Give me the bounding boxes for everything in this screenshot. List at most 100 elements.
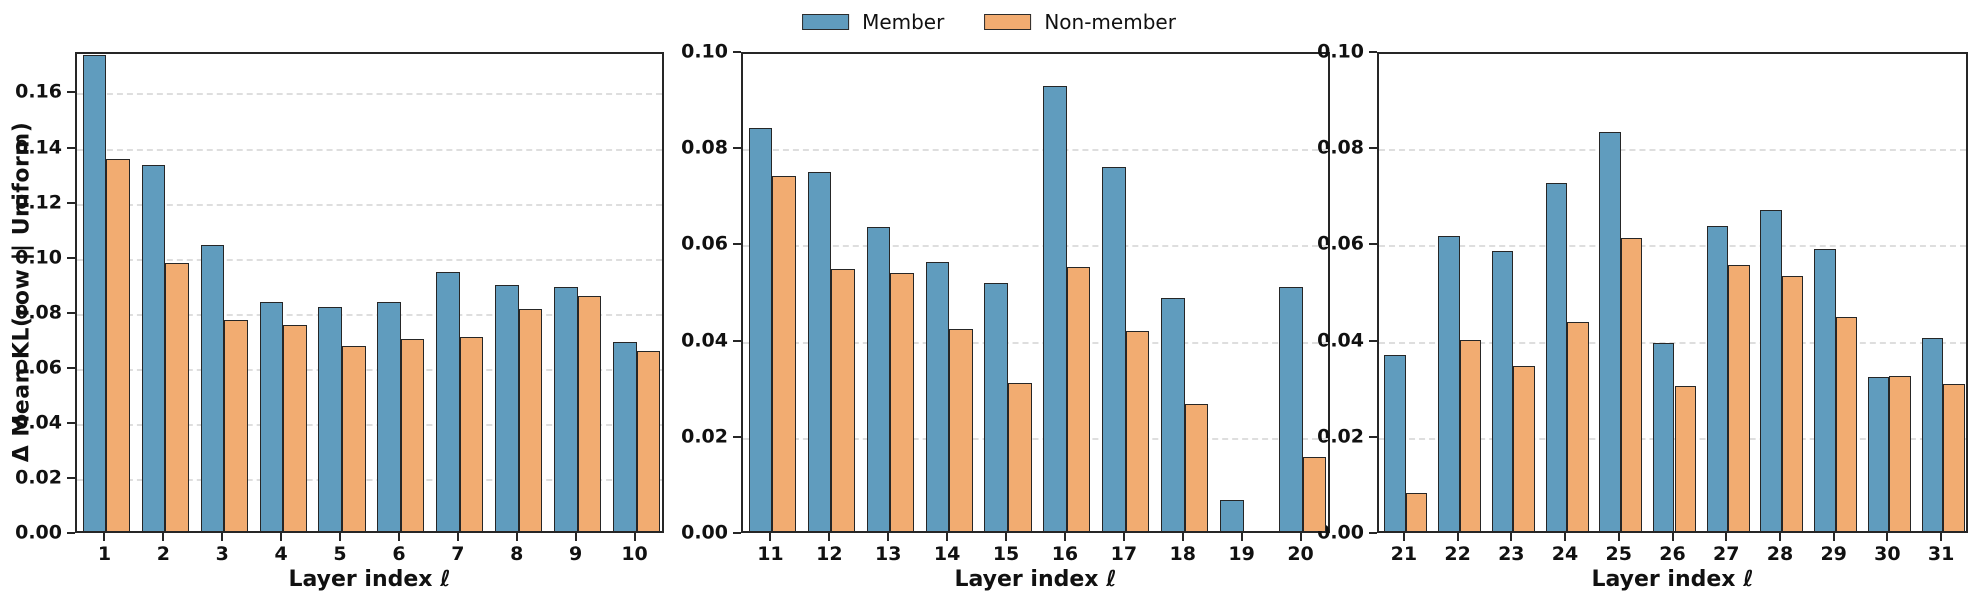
x-tick-label: 13: [875, 543, 902, 565]
bar-member-layer-9: [554, 287, 578, 531]
bar-non-member-layer-17: [1125, 331, 1150, 531]
bar-non-member-layer-20: [1302, 457, 1327, 531]
bar-non-member-layer-21: [1405, 492, 1428, 531]
x-tick-label: 20: [1287, 543, 1314, 565]
y-tick-label: 0.08: [1317, 136, 1364, 159]
bar-member-layer-21: [1384, 354, 1406, 531]
x-tick-label: 10: [621, 543, 648, 565]
y-tick-label: 0.04: [1317, 329, 1364, 352]
bar-non-member-layer-16: [1066, 267, 1091, 531]
panel-layers-21-31: Layer index ℓ 0.00 0.02 0.04 0.06 0.08 0.10 21…: [1317, 42, 1968, 591]
gridline: [1379, 341, 1966, 344]
bar-non-member-layer-2: [165, 262, 189, 531]
y-tick-label: 0.02: [681, 425, 728, 448]
plot-area-2: [741, 52, 1330, 533]
x-axis-label-1: Layer index ℓ: [288, 567, 451, 592]
x-tick-label: 8: [510, 543, 524, 565]
plot-area-1: [75, 52, 664, 533]
x-tick-label: 11: [757, 543, 784, 565]
y-tick-label: 0.06: [15, 356, 62, 379]
gridline: [743, 245, 1328, 248]
non-member-color-swatch: [984, 14, 1032, 30]
x-tick-label: 23: [1498, 543, 1525, 565]
bar-non-member-layer-24: [1567, 321, 1589, 531]
y-tick-label: 0.04: [681, 329, 728, 352]
x-tick-label: 2: [156, 543, 170, 565]
x-tick-mark: [397, 533, 400, 541]
x-tick-mark: [456, 533, 459, 541]
y-tick-label: 0.06: [1317, 232, 1364, 255]
x-tick-label: 30: [1874, 543, 1901, 565]
x-tick-label: 24: [1551, 543, 1579, 565]
y-tick-mark: [67, 532, 75, 534]
x-tick-mark: [1564, 533, 1567, 541]
bar-non-member-layer-28: [1781, 276, 1804, 531]
x-tick-label: 3: [215, 543, 229, 565]
x-tick-label: 25: [1605, 543, 1632, 565]
bar-member-layer-15: [984, 283, 1009, 531]
bar-non-member-layer-15: [1008, 382, 1032, 531]
bar-member-layer-6: [377, 302, 401, 531]
bar-member-layer-19: [1220, 499, 1244, 531]
y-tick-mark: [733, 243, 741, 246]
y-tick-label: 0.12: [15, 191, 62, 214]
x-tick-label: 29: [1820, 543, 1847, 565]
x-tick-label: 14: [933, 543, 961, 565]
gridline: [77, 423, 662, 426]
bar-non-member-layer-6: [400, 338, 425, 531]
x-tick-mark: [828, 533, 831, 541]
x-tick-label: 9: [569, 543, 583, 565]
bar-member-layer-5: [318, 306, 343, 531]
x-tick-mark: [1940, 533, 1943, 541]
y-tick-label: 0.10: [15, 246, 62, 269]
x-axis-label-3: Layer index ℓ: [1591, 567, 1754, 592]
bar-non-member-layer-3: [224, 320, 248, 531]
bar-member-layer-13: [866, 227, 891, 531]
x-tick-mark: [1510, 533, 1513, 541]
y-tick-mark: [67, 201, 75, 204]
bar-member-layer-31: [1921, 338, 1944, 531]
bar-member-layer-16: [1043, 86, 1067, 531]
bar-non-member-layer-5: [342, 345, 366, 531]
x-tick-label: 5: [333, 543, 347, 565]
bar-non-member-layer-18: [1184, 403, 1209, 531]
x-tick-mark: [103, 533, 106, 541]
gridline: [743, 341, 1328, 344]
y-tick-label: 0.04: [15, 411, 62, 434]
gridline: [77, 203, 662, 206]
x-tick-mark: [515, 533, 518, 541]
x-tick-label: 18: [1169, 543, 1196, 565]
x-tick-mark: [1725, 533, 1728, 541]
x-tick-label: 6: [392, 543, 406, 565]
x-tick-mark: [1299, 533, 1302, 541]
x-tick-mark: [946, 533, 949, 541]
bar-non-member-layer-11: [772, 176, 796, 531]
y-tick-label: 0.02: [15, 466, 62, 489]
y-tick-mark: [67, 366, 75, 369]
y-tick-mark: [1369, 435, 1377, 438]
x-tick-label: 19: [1228, 543, 1255, 565]
bar-non-member-layer-1: [106, 159, 130, 531]
bar-member-layer-12: [807, 171, 832, 531]
y-tick-label: 0.00: [15, 521, 62, 544]
x-tick-label: 31: [1927, 543, 1955, 565]
x-tick-mark: [633, 533, 636, 541]
panel-layers-1-10: Layer index ℓ 0.00 0.02 0.04 0.06 0.08 0.10 0.…: [15, 52, 664, 591]
legend-item-member: Member: [802, 12, 944, 32]
bar-non-member-layer-22: [1459, 339, 1482, 531]
y-tick-mark: [1369, 339, 1377, 342]
y-tick-label: 0.10: [681, 40, 728, 63]
y-tick-mark: [67, 146, 75, 149]
y-tick-mark: [67, 311, 75, 314]
y-tick-label: 0.06: [681, 232, 728, 255]
gridline: [743, 437, 1328, 440]
x-tick-mark: [1122, 533, 1125, 541]
bar-member-layer-1: [82, 54, 107, 531]
bar-non-member-layer-29: [1835, 317, 1858, 531]
bar-member-layer-4: [259, 302, 284, 531]
gridline: [77, 313, 662, 316]
x-tick-label: 4: [274, 543, 288, 565]
x-tick-mark: [1617, 533, 1620, 541]
bar-non-member-layer-10: [636, 350, 661, 531]
bar-member-layer-22: [1438, 235, 1460, 531]
